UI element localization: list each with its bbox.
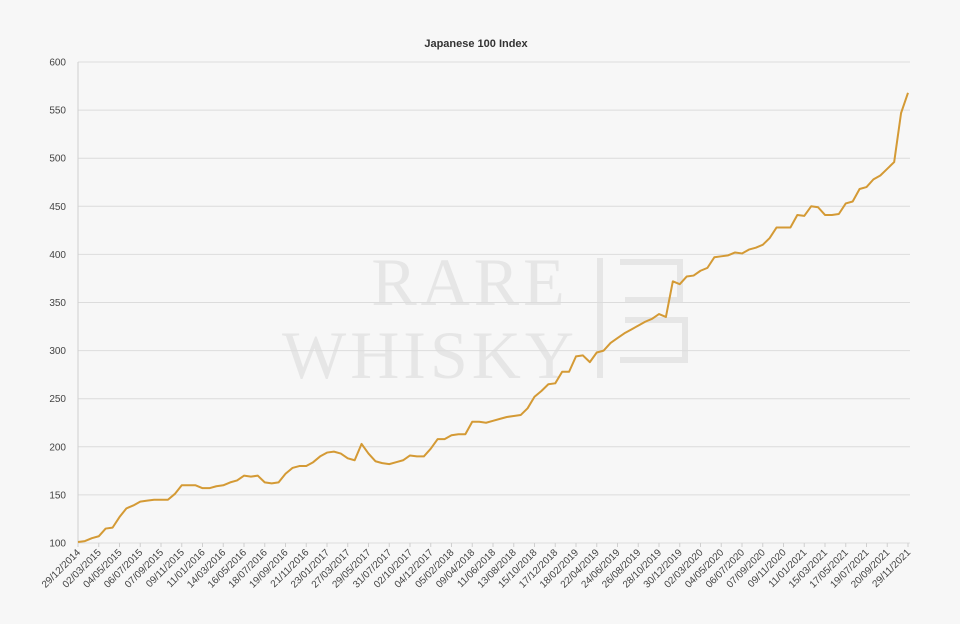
y-tick-label: 350: [49, 298, 66, 309]
y-tick-label: 250: [49, 394, 66, 405]
watermark-logo: [597, 258, 688, 378]
y-tick-label: 100: [49, 539, 66, 550]
y-tick-label: 450: [49, 202, 66, 213]
y-tick-label: 150: [49, 490, 66, 501]
index-line: [77, 92, 909, 544]
y-tick-label: 550: [49, 106, 66, 117]
y-tick-label: 600: [49, 58, 66, 69]
watermark: RARE: [371, 244, 568, 320]
chart-title: Japanese 100 Index: [424, 38, 528, 50]
y-tick-label: 200: [49, 442, 66, 453]
watermark: WHISKY: [282, 317, 578, 393]
y-tick-label: 500: [49, 154, 66, 165]
y-tick-label: 300: [49, 346, 66, 357]
y-tick-label: 400: [49, 250, 66, 261]
